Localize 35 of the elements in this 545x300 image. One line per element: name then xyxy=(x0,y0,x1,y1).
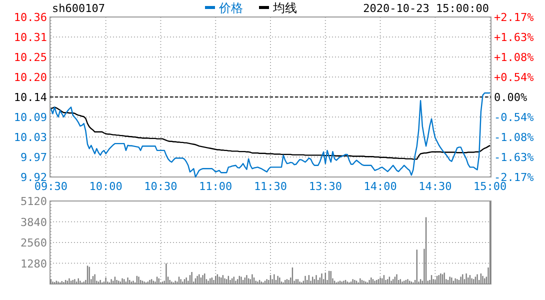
chart-title: sh600107 xyxy=(52,2,105,15)
y2-tick-label: -0.54% xyxy=(494,111,534,124)
y-tick-label: 2560 xyxy=(20,236,47,250)
y2-tick-label: +2.17% xyxy=(494,11,534,24)
x-tick-label: 09:30 xyxy=(34,180,68,193)
y-tick-label: 9.97 xyxy=(20,151,47,164)
x-tick-label: 14:30 xyxy=(418,180,452,193)
y-tick-label: 10.36 xyxy=(14,11,47,24)
text: 2020-10-23 15:00:00 xyxy=(363,2,489,15)
y2-tick-label: +1.63% xyxy=(494,31,534,44)
legend-label: 价格 xyxy=(218,1,243,15)
x-tick-label: 14:00 xyxy=(364,180,397,193)
y2-tick-label: +1.08% xyxy=(494,51,534,64)
y2-tick-label: -1.08% xyxy=(494,131,534,144)
x-tick-label: 11:00 xyxy=(199,180,232,193)
y-tick-label: 10.03 xyxy=(14,131,47,144)
x-tick-label: 10:00 xyxy=(89,180,122,193)
y-tick-label: 10.25 xyxy=(14,51,47,64)
x-tick-label: 15:00 xyxy=(474,180,507,193)
y-tick-label: 10.20 xyxy=(14,71,47,84)
x-tick-label: 13:30 xyxy=(308,180,342,193)
y-tick-label: 5120 xyxy=(20,195,47,208)
line-series xyxy=(50,92,491,178)
x-tick-label: 10:30 xyxy=(144,180,178,193)
y2-tick-label: -1.63% xyxy=(494,151,534,164)
y-tick-label: 10.31 xyxy=(14,31,47,44)
y2-tick-label: +0.54% xyxy=(494,71,534,84)
y-tick-label: 1280 xyxy=(20,257,47,270)
y-tick-label: 10.14 xyxy=(14,91,48,104)
x-tick-label: 11:30 xyxy=(254,180,288,193)
line-series xyxy=(50,106,491,160)
y2-tick-label: 0.00% xyxy=(494,91,528,104)
y-tick-label: 10.09 xyxy=(14,111,47,124)
y-tick-label: 3840 xyxy=(20,216,47,229)
legend-label: 均线 xyxy=(272,1,297,15)
